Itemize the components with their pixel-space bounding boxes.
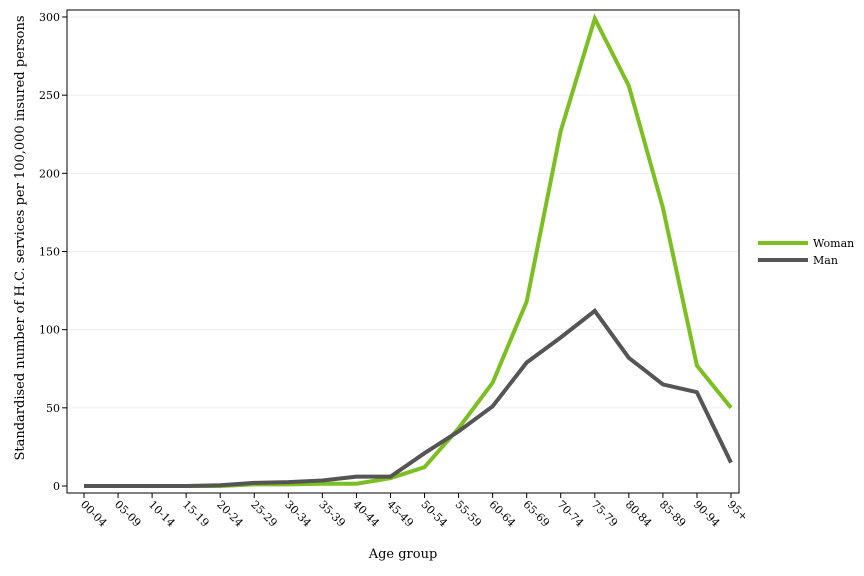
x-tick-label: 15-19 [180, 498, 212, 530]
x-axis-title: Age group [368, 547, 438, 562]
legend: Woman Man [758, 237, 854, 267]
y-axis-title: Standardised number of H.C. services per… [13, 15, 28, 460]
x-axis: 00-04 05-09 10-14 15-19 20-24 25-29 30-34 35-39… [78, 493, 751, 530]
x-tick-label: 80-84 [623, 498, 655, 530]
y-tick-label: 200 [39, 167, 60, 180]
x-tick-label: 50-54 [418, 498, 450, 530]
x-tick-label: 65-69 [521, 498, 553, 530]
x-tick-label: 20-24 [214, 498, 246, 530]
x-tick-label: 75-79 [589, 498, 621, 530]
x-tick-label: 95+ [725, 498, 751, 524]
legend-label-woman: Woman [813, 237, 854, 250]
series-line-man [84, 308, 733, 488]
x-tick-label: 05-09 [112, 498, 144, 530]
grid-lines [67, 16, 739, 409]
y-tick-label: 50 [46, 402, 60, 415]
x-tick-label: 40-44 [350, 498, 382, 530]
x-tick-label: 70-74 [555, 498, 587, 530]
x-tick-label: 35-39 [316, 498, 348, 530]
series-lines [84, 13, 733, 488]
x-tick-label: 10-14 [146, 498, 178, 530]
y-axis: 0 50 100 150 200 250 300 [39, 11, 67, 493]
x-tick-label: 00-04 [78, 498, 110, 530]
x-tick-label: 55-59 [452, 498, 484, 530]
x-tick-label: 45-49 [384, 498, 416, 530]
y-tick-label: 100 [39, 324, 60, 337]
y-tick-label: 300 [39, 11, 60, 24]
x-tick-label: 60-64 [487, 498, 519, 530]
legend-label-man: Man [813, 254, 838, 267]
y-tick-label: 250 [39, 89, 60, 102]
x-tick-label: 85-89 [657, 498, 689, 530]
x-tick-label: 30-34 [282, 498, 314, 530]
y-tick-label: 150 [39, 246, 60, 259]
y-tick-label: 0 [53, 480, 60, 493]
x-tick-label: 90-94 [691, 498, 723, 530]
x-tick-label: 25-29 [248, 498, 280, 530]
